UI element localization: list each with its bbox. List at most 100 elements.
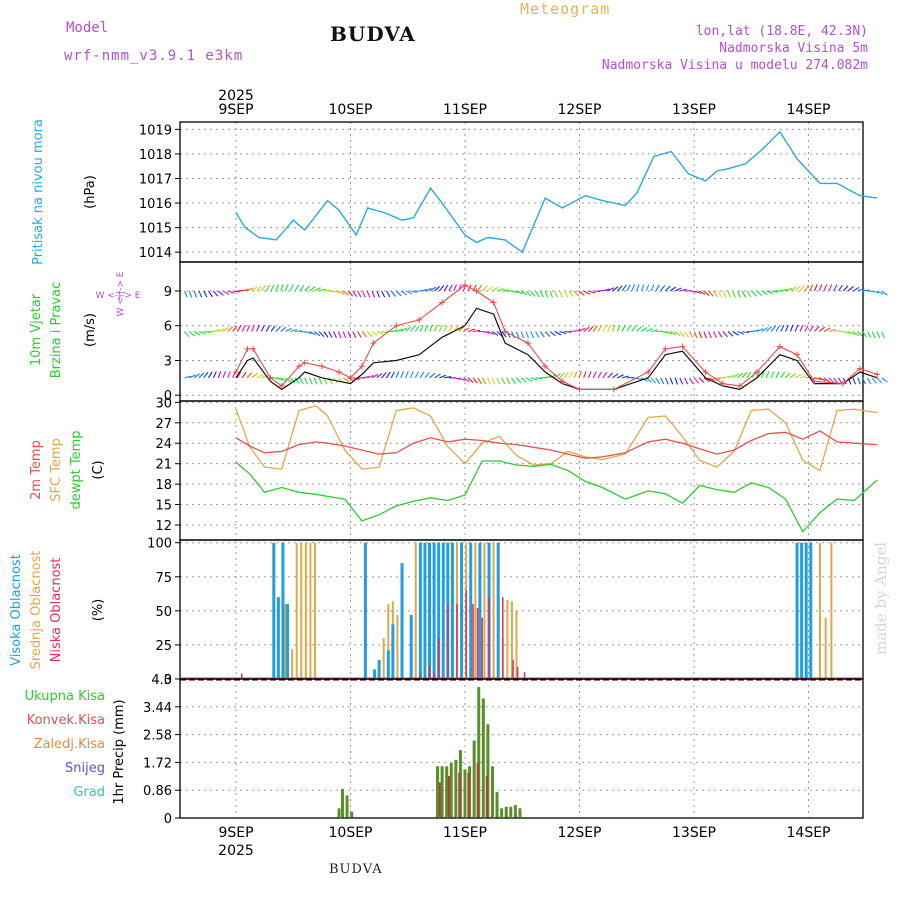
wind-direction-arrow bbox=[823, 284, 828, 292]
wind-direction-arrow bbox=[515, 377, 522, 384]
wind-direction-arrow bbox=[588, 326, 594, 332]
precip-legend-entry: Zaledj.Kisa bbox=[34, 737, 105, 752]
wind-direction-arrow bbox=[314, 287, 321, 292]
wind-direction-arrow bbox=[260, 324, 265, 332]
wind-direction-arrow bbox=[794, 324, 799, 332]
wind-direction-arrow bbox=[790, 286, 797, 292]
gust-marker bbox=[250, 345, 257, 352]
wind-direction-arrow bbox=[688, 331, 694, 338]
wind-direction-arrow bbox=[549, 331, 556, 337]
wind-direction-arrow bbox=[318, 331, 325, 338]
wind-direction-arrow bbox=[669, 286, 677, 292]
wind-direction-arrow bbox=[367, 374, 374, 379]
gust-marker bbox=[576, 386, 583, 393]
wind-direction-arrow bbox=[376, 290, 381, 298]
wind-direction-arrow bbox=[338, 290, 345, 295]
wind-direction-arrow bbox=[645, 284, 650, 292]
total-precip-bar bbox=[504, 806, 508, 818]
wind-direction-arrow bbox=[434, 373, 441, 379]
wind-direction-arrow bbox=[183, 290, 188, 298]
wind-direction-arrow bbox=[477, 377, 482, 385]
wind-direction-arrow bbox=[593, 290, 601, 293]
wind-direction-arrow bbox=[592, 325, 598, 332]
wind-direction-arrow bbox=[323, 289, 331, 292]
high-cloud-bar bbox=[373, 669, 377, 679]
gust-marker bbox=[610, 386, 617, 393]
wind-direction-arrow bbox=[765, 371, 770, 379]
total-precip-bar bbox=[436, 766, 440, 818]
wind-direction-arrow bbox=[717, 331, 723, 338]
wind-direction-arrow bbox=[636, 326, 642, 332]
wind-direction-arrow bbox=[409, 371, 414, 379]
wind-direction-arrow bbox=[809, 325, 815, 332]
cloud-ylabel-high: Visoka Oblacnost bbox=[9, 554, 24, 666]
mid-cloud-bar bbox=[506, 599, 509, 679]
wind-direction-arrow bbox=[631, 284, 636, 292]
wind-direction-arrow bbox=[453, 377, 461, 380]
wind-direction-arrow bbox=[813, 284, 818, 292]
wind-direction-arrow bbox=[486, 377, 491, 385]
wind-direction-arrow bbox=[881, 331, 885, 339]
mid-cloud-bar bbox=[818, 542, 821, 679]
low-cloud-bar bbox=[476, 608, 479, 679]
low-cloud-bar bbox=[433, 670, 435, 679]
wind-direction-arrow bbox=[501, 289, 509, 292]
low-cloud-bar bbox=[447, 604, 449, 679]
wind-direction-arrow bbox=[621, 375, 629, 379]
wind-direction-arrow bbox=[453, 284, 458, 292]
cloud-ylabel-low: Niska Oblacnost bbox=[49, 558, 64, 663]
wind-direction-arrow bbox=[472, 377, 478, 384]
mid-cloud-bar bbox=[291, 649, 294, 679]
wind-direction-arrow bbox=[708, 331, 712, 339]
convective-precip-bar bbox=[485, 775, 488, 818]
mid-cloud-bar bbox=[300, 542, 303, 679]
wind-direction-arrow bbox=[607, 372, 613, 379]
wind-direction-arrow bbox=[679, 288, 687, 292]
wind-direction-arrow bbox=[650, 329, 658, 333]
y-tick-label: 6 bbox=[164, 320, 172, 335]
wind-direction-arrow bbox=[188, 290, 193, 298]
wind-direction-arrow bbox=[280, 326, 287, 332]
low-cloud-bar bbox=[419, 673, 422, 679]
wind-direction-arrow bbox=[674, 287, 682, 292]
wind-direction-arrow bbox=[804, 376, 812, 379]
wind-direction-arrow bbox=[184, 375, 192, 379]
wind-direction-arrow bbox=[655, 377, 661, 384]
total-precip-bar bbox=[477, 687, 481, 818]
y-tick-label: 21 bbox=[155, 458, 172, 473]
wind-direction-arrow bbox=[491, 286, 499, 292]
total-precip-bar bbox=[518, 808, 522, 818]
wind-direction-arrow bbox=[732, 373, 739, 379]
wind-direction-arrow bbox=[679, 331, 685, 338]
wind-direction-arrow bbox=[871, 377, 877, 384]
wind-direction-arrow bbox=[530, 290, 536, 297]
wind-direction-arrow bbox=[717, 290, 722, 298]
pressure-units: (hPa) bbox=[83, 175, 98, 209]
wind-direction-arrow bbox=[385, 371, 391, 379]
y-tick-label: 4.3 bbox=[151, 673, 172, 688]
high-cloud-bar bbox=[478, 542, 482, 679]
low-cloud-bar bbox=[516, 666, 519, 679]
wind-direction-arrow bbox=[468, 328, 475, 333]
y-tick-label: 1016 bbox=[139, 197, 172, 212]
wind-direction-arrow bbox=[265, 325, 271, 332]
wind-direction-arrow bbox=[852, 377, 856, 385]
y-tick-label: 0 bbox=[164, 812, 172, 827]
wind-direction-arrow bbox=[443, 325, 448, 332]
precipitation-frame bbox=[179, 678, 864, 819]
wind-direction-arrow bbox=[799, 285, 805, 292]
wind-direction-arrow bbox=[852, 331, 859, 337]
wind-direction-arrow bbox=[698, 290, 706, 296]
wind-direction-arrow bbox=[597, 371, 603, 379]
top-day-label: 9SEP bbox=[218, 102, 253, 118]
y-tick-label: 2.58 bbox=[143, 729, 172, 744]
mid-cloud-bar bbox=[304, 542, 307, 679]
wind-direction-arrow bbox=[708, 290, 714, 297]
wind-direction-arrow bbox=[872, 290, 880, 294]
wind-direction-arrow bbox=[333, 290, 341, 294]
gust-marker bbox=[295, 363, 302, 370]
high-cloud-bar bbox=[450, 542, 454, 679]
wind-direction-arrow bbox=[491, 377, 496, 385]
wind-direction-arrow bbox=[780, 371, 786, 379]
